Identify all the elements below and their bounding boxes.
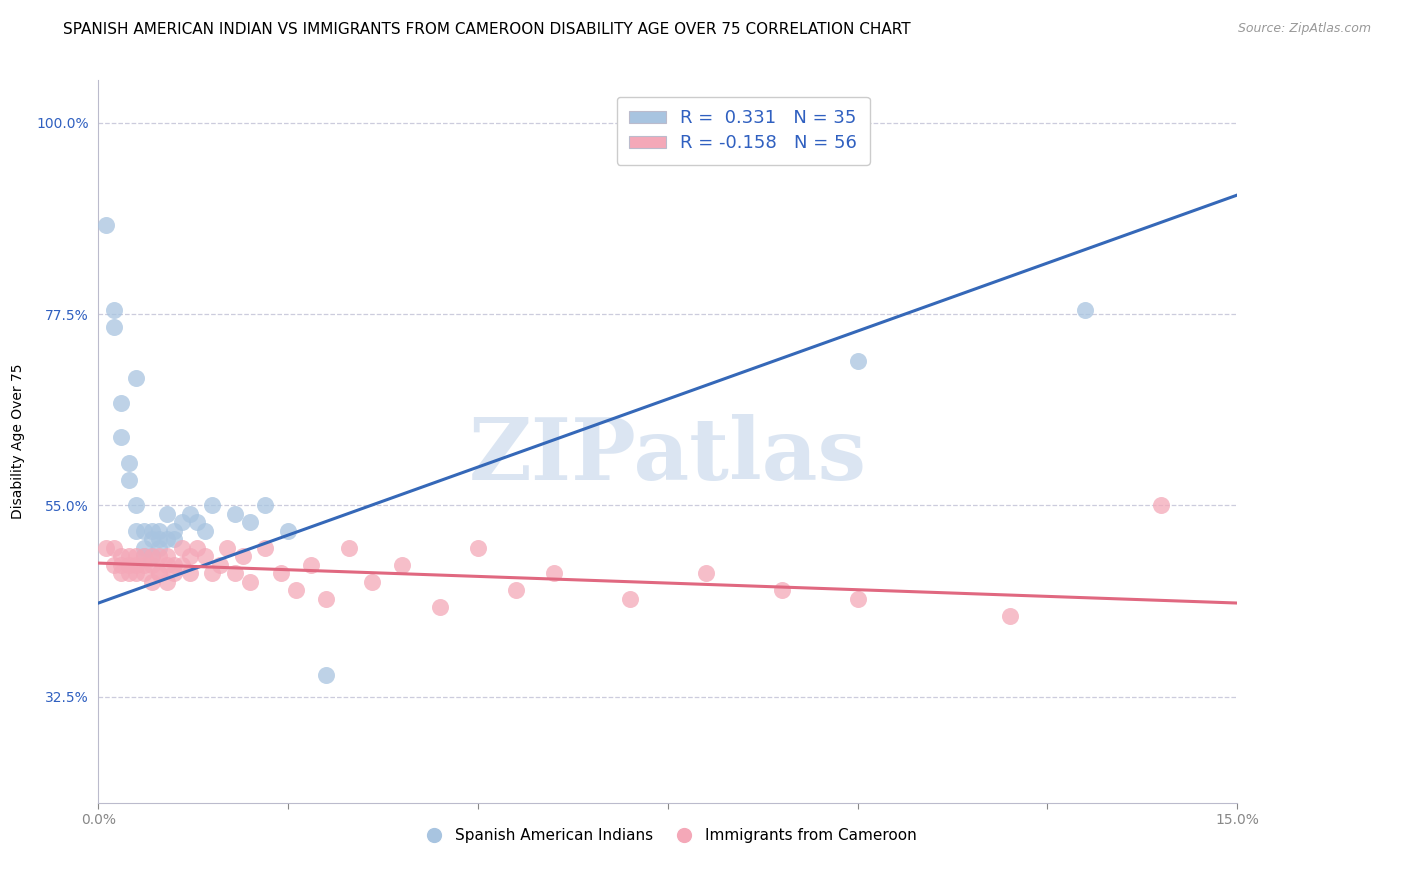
Point	[770, 583, 793, 598]
Point	[846, 591, 869, 606]
Point	[179, 549, 201, 564]
Point	[125, 498, 148, 512]
Text: ZIPatlas: ZIPatlas	[468, 414, 868, 498]
Point	[125, 549, 148, 564]
Point	[429, 600, 451, 615]
Point	[94, 218, 117, 232]
Point	[179, 566, 201, 581]
Point	[103, 541, 125, 555]
Point	[239, 516, 262, 530]
Point	[201, 566, 224, 581]
Point	[217, 541, 239, 555]
Point	[1150, 498, 1173, 512]
Point	[148, 541, 170, 555]
Point	[132, 549, 155, 564]
Text: SPANISH AMERICAN INDIAN VS IMMIGRANTS FROM CAMEROON DISABILITY AGE OVER 75 CORRE: SPANISH AMERICAN INDIAN VS IMMIGRANTS FR…	[63, 22, 911, 37]
Point	[125, 524, 148, 538]
Point	[125, 566, 148, 581]
Point	[132, 549, 155, 564]
Point	[467, 541, 489, 555]
Point	[110, 430, 132, 444]
Point	[1074, 302, 1097, 317]
Point	[132, 558, 155, 572]
Point	[284, 583, 307, 598]
Point	[299, 558, 322, 572]
Point	[186, 516, 208, 530]
Point	[118, 473, 141, 487]
Point	[141, 574, 163, 589]
Point	[148, 566, 170, 581]
Point	[110, 549, 132, 564]
Point	[224, 566, 246, 581]
Point	[141, 533, 163, 547]
Point	[201, 498, 224, 512]
Text: Source: ZipAtlas.com: Source: ZipAtlas.com	[1237, 22, 1371, 36]
Point	[998, 608, 1021, 623]
Point	[156, 549, 179, 564]
Point	[270, 566, 292, 581]
Point	[179, 507, 201, 521]
Point	[156, 558, 179, 572]
Point	[277, 524, 299, 538]
Point	[194, 549, 217, 564]
Point	[170, 516, 193, 530]
Point	[141, 524, 163, 538]
Point	[254, 541, 277, 555]
Point	[170, 541, 193, 555]
Point	[118, 566, 141, 581]
Point	[505, 583, 527, 598]
Point	[148, 549, 170, 564]
Point	[148, 524, 170, 538]
Point	[846, 353, 869, 368]
Point	[156, 507, 179, 521]
Point	[132, 524, 155, 538]
Point	[125, 371, 148, 385]
Point	[118, 456, 141, 470]
Point	[141, 549, 163, 564]
Point	[239, 574, 262, 589]
Point	[619, 591, 641, 606]
Point	[110, 566, 132, 581]
Point	[148, 533, 170, 547]
Point	[132, 566, 155, 581]
Point	[163, 524, 186, 538]
Legend: R =  0.331   N = 35, R = -0.158   N = 56: R = 0.331 N = 35, R = -0.158 N = 56	[617, 96, 869, 165]
Point	[103, 558, 125, 572]
Point	[110, 396, 132, 410]
Point	[232, 549, 254, 564]
Point	[163, 566, 186, 581]
Point	[254, 498, 277, 512]
Y-axis label: Disability Age Over 75: Disability Age Over 75	[11, 364, 25, 519]
Point	[156, 574, 179, 589]
Point	[118, 549, 141, 564]
Point	[163, 533, 186, 547]
Point	[315, 591, 337, 606]
Point	[194, 524, 217, 538]
Point	[208, 558, 231, 572]
Point	[103, 319, 125, 334]
Point	[125, 558, 148, 572]
Point	[103, 302, 125, 317]
Point	[141, 549, 163, 564]
Point	[132, 541, 155, 555]
Point	[141, 558, 163, 572]
Point	[543, 566, 565, 581]
Point	[695, 566, 717, 581]
Point	[118, 558, 141, 572]
Point	[315, 668, 337, 682]
Point	[360, 574, 382, 589]
Point	[163, 558, 186, 572]
Point	[110, 558, 132, 572]
Point	[156, 533, 179, 547]
Point	[391, 558, 413, 572]
Point	[170, 558, 193, 572]
Point	[148, 566, 170, 581]
Point	[94, 541, 117, 555]
Point	[337, 541, 360, 555]
Point	[186, 541, 208, 555]
Point	[224, 507, 246, 521]
